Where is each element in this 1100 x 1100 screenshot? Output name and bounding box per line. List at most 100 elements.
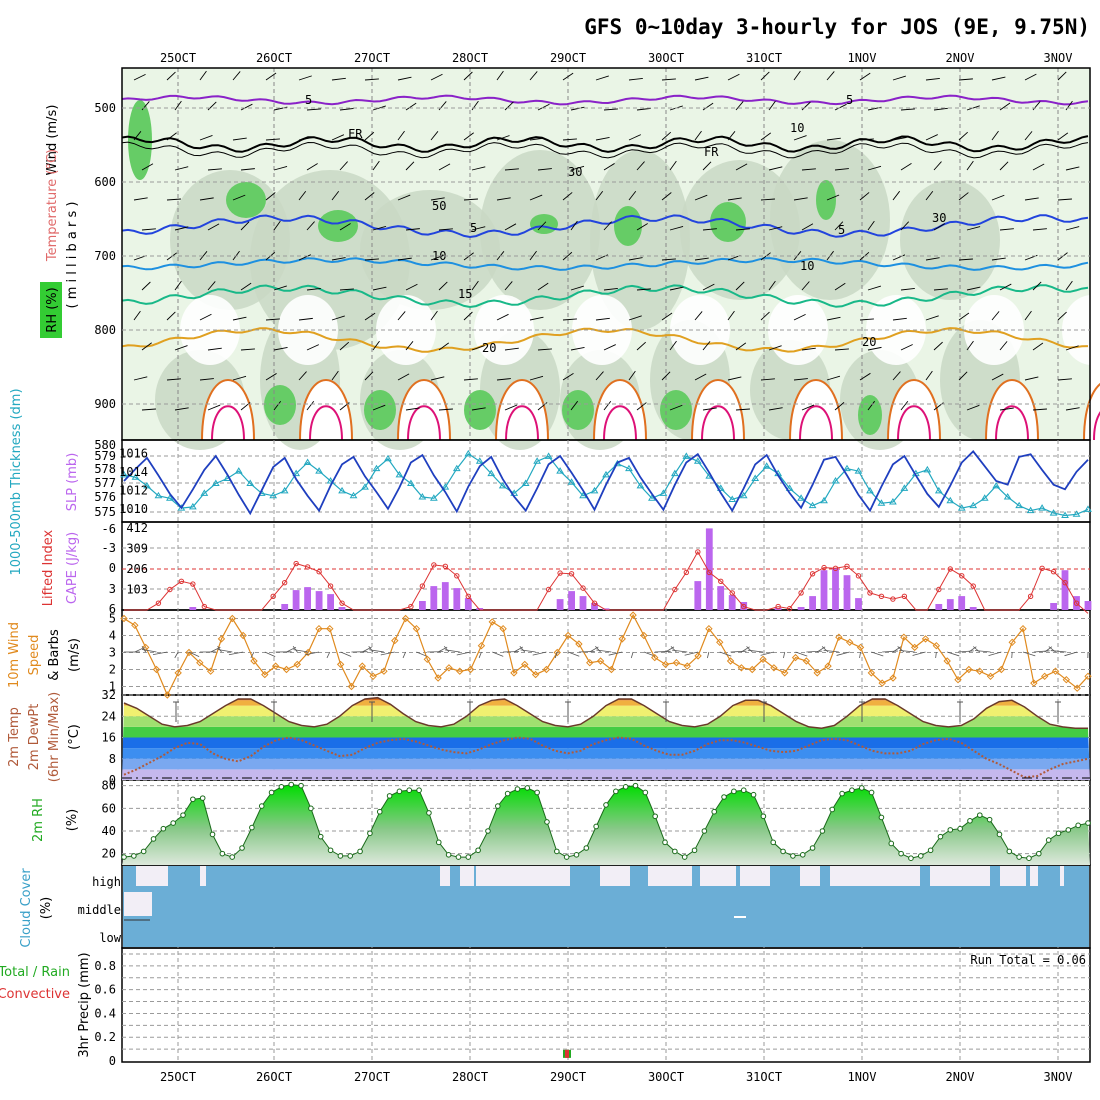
wind-barb (661, 131, 672, 141)
lifted-index-point (821, 564, 827, 571)
wind-barb (867, 220, 875, 231)
wind-barb (735, 163, 748, 171)
rh2m-point (1016, 854, 1022, 860)
wind10-barb (456, 651, 471, 656)
cape-bar (969, 607, 977, 610)
rh2m-point (249, 824, 255, 831)
wind-barb (306, 287, 321, 291)
wind-barb (405, 407, 420, 411)
wind-barb (603, 163, 615, 171)
wind10-barb (899, 649, 915, 653)
thickness-point (567, 478, 576, 485)
top-date-label: 27OCT (354, 51, 390, 65)
wind-barb (859, 72, 871, 81)
wind-barb (232, 316, 247, 321)
rh2m-point (534, 789, 540, 796)
wind10-point (1084, 672, 1092, 681)
wind-barb (496, 70, 504, 81)
rh2m-point (524, 785, 531, 791)
thickness-point (969, 501, 978, 509)
wind-barb (801, 101, 811, 111)
wind10-barb (608, 651, 623, 656)
top-date-label: 28OCT (452, 51, 488, 65)
wind-barb (298, 317, 313, 321)
lifted-index-point (798, 590, 804, 596)
wind10-barb (443, 646, 450, 653)
cape-bar (946, 599, 954, 610)
wind-barb (339, 107, 354, 111)
cloud-gap (1030, 866, 1038, 886)
rh-green-blob (660, 390, 692, 430)
y-tick-label-right: 1016 (119, 446, 148, 460)
rh2m-point (957, 825, 963, 832)
wind-barb (801, 281, 810, 291)
y-tick-label: 2 (109, 663, 116, 677)
wind-barb (826, 137, 841, 141)
wind-barb (331, 77, 346, 81)
wind-barb (892, 190, 901, 201)
wind-barb (331, 370, 339, 381)
cloud-gap (136, 866, 158, 886)
rh2m-point (396, 788, 403, 795)
rh2m-point (1026, 855, 1032, 862)
lifted-index-point (557, 570, 563, 576)
top-date-label: 2NOV (946, 51, 975, 65)
wind-barb (966, 226, 981, 231)
thickness-point (464, 449, 473, 457)
rh2m-point (514, 786, 521, 792)
wind-barb (331, 315, 345, 321)
wind-barb (966, 404, 980, 411)
lifted-index-point (832, 565, 839, 572)
wind-barb (595, 137, 610, 141)
wind10-barb (1022, 651, 1036, 657)
rh2m-point (731, 788, 737, 795)
y-tick-label: 60 (102, 801, 116, 815)
wind10-point (856, 643, 865, 652)
wind-barb (471, 100, 479, 111)
wind-barb (702, 161, 712, 171)
y-tick-label: 0.2 (94, 1030, 116, 1044)
contour-30c-loop (1093, 411, 1100, 441)
thickness-point (326, 477, 335, 484)
wind-barb (405, 228, 420, 231)
wind10-point (607, 665, 616, 674)
wind10-point (401, 614, 410, 623)
wind-barb (496, 135, 510, 141)
wind10-barb (747, 649, 764, 653)
thickness-point (269, 491, 278, 499)
rh2m-ylabels: 2m RH (%) (31, 798, 80, 842)
thickness-point (980, 494, 989, 501)
wind-barb (801, 168, 816, 171)
wind10-point (802, 657, 811, 665)
pressure-tick-label: 600 (94, 175, 116, 189)
wind10-point (1040, 672, 1049, 681)
wind-barb (900, 400, 909, 411)
wind-barb (834, 282, 846, 291)
wind-barb (504, 404, 518, 411)
y-tick-label: 0.6 (94, 983, 116, 997)
wind10-barb (1064, 651, 1078, 657)
thickness-point (1061, 511, 1069, 519)
wind10-barb (882, 650, 899, 653)
wind-barb (306, 108, 321, 111)
wind-barb (760, 198, 775, 201)
cloud-gap (960, 866, 990, 886)
thickness-point (1049, 509, 1058, 516)
rh2m-point (199, 795, 206, 801)
thickness-point (384, 454, 392, 462)
wind10-barb (595, 646, 601, 653)
contour-20c (121, 327, 1089, 353)
contour-15c (121, 284, 1089, 309)
y-tick-label: 32 (102, 688, 116, 702)
wind-barb (1065, 280, 1073, 291)
rh2m-point (642, 789, 649, 796)
rh2m-point (750, 791, 757, 798)
wind10-point (456, 667, 464, 675)
wind-barb (628, 134, 641, 141)
rh2m-point (996, 831, 1003, 838)
y-tick-label-right: 103 (126, 583, 148, 597)
rh2m-point (455, 854, 462, 860)
rh2m-point (1085, 820, 1091, 826)
temp-band (122, 716, 1090, 727)
wind-barb (306, 400, 315, 411)
